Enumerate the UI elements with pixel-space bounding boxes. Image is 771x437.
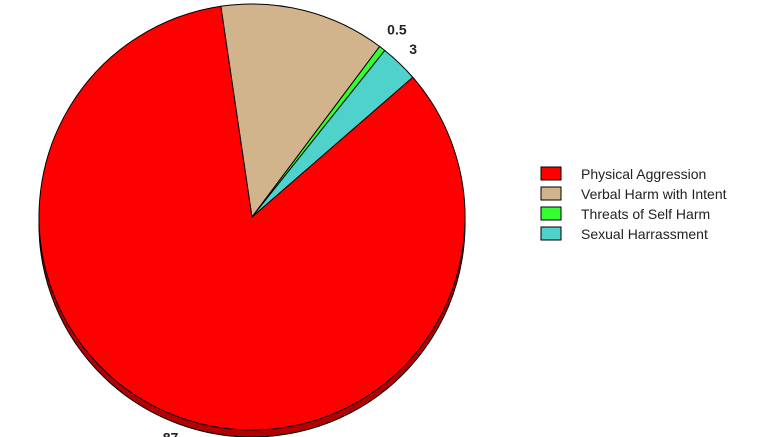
data-label-verbal-harm-with-intent: 13 xyxy=(301,0,317,1)
data-label-physical-aggression: 87 xyxy=(163,429,179,437)
legend: Physical Aggression Verbal Harm with Inte… xyxy=(540,166,727,242)
legend-label-threats-of-self-harm: Threats of Self Harm xyxy=(581,206,710,222)
data-label-sexual-harrassment: 3 xyxy=(409,41,417,57)
legend-label-verbal-harm-with-intent: Verbal Harm with Intent xyxy=(581,186,727,202)
legend-label-physical-aggression: Physical Aggression xyxy=(581,166,706,182)
pie-slice-verbal-harm-with-intent xyxy=(220,3,381,219)
pie-slice-sexual-harrassment xyxy=(251,49,414,218)
legend-swatch-physical-aggression xyxy=(540,166,562,181)
data-label-threats-of-self-harm: 0.5 xyxy=(387,22,407,38)
pie-slices xyxy=(38,3,466,431)
legend-swatch-verbal-harm-with-intent xyxy=(540,186,562,201)
pie-labels: 87 13 0.53 xyxy=(163,0,418,437)
legend-label-sexual-harrassment: Sexual Harrassment xyxy=(581,226,708,242)
legend-swatch-sexual-harrassment xyxy=(540,226,562,241)
legend-swatch-threats-of-self-harm xyxy=(540,206,562,221)
pie-slice-physical-aggression xyxy=(38,5,466,431)
